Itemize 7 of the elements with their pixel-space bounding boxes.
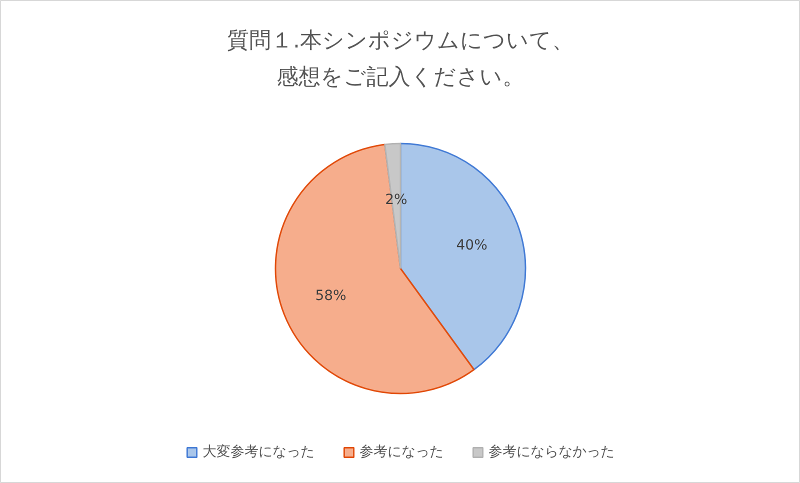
data-label: 58% [315, 288, 346, 304]
legend-label: 参考になった [360, 443, 444, 461]
legend-label: 大変参考になった [202, 443, 314, 461]
legend-label: 参考にならなかった [488, 443, 614, 461]
data-label: 2% [385, 192, 408, 208]
data-label: 40% [456, 237, 488, 254]
chart-title: 質問１.本シンポジウムについて、感想をご記入ください。 [227, 28, 574, 90]
